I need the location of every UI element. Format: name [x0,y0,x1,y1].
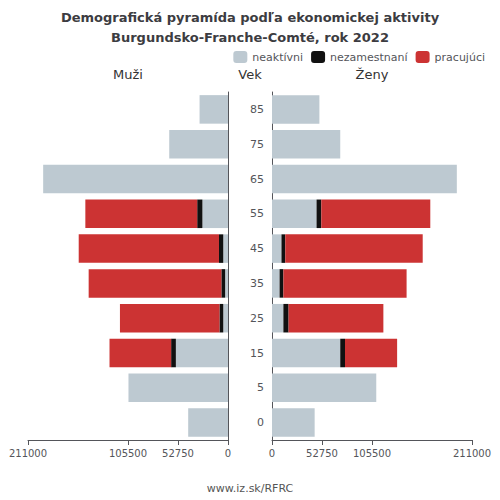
svg-text:65: 65 [250,173,264,186]
svg-text:0: 0 [269,448,275,459]
svg-text:52750: 52750 [162,448,194,459]
svg-text:85: 85 [250,103,264,116]
svg-text:211000: 211000 [453,448,491,459]
svg-text:www.iz.sk/RFRC: www.iz.sk/RFRC [207,482,294,495]
svg-text:105500: 105500 [353,448,391,459]
svg-text:52750: 52750 [306,448,338,459]
svg-text:Demografická pyramída podľa ek: Demografická pyramída podľa ekonomickej … [61,10,440,25]
svg-text:15: 15 [250,347,264,360]
svg-text:5: 5 [257,381,264,394]
svg-text:pracujúci: pracujúci [435,51,485,64]
svg-text:35: 35 [250,277,264,290]
svg-text:Ženy: Ženy [356,67,389,82]
svg-text:0: 0 [257,416,264,429]
svg-text:55: 55 [250,207,264,220]
svg-text:25: 25 [250,312,264,325]
svg-text:Vek: Vek [238,67,262,82]
svg-text:211000: 211000 [9,448,47,459]
svg-text:Muži: Muži [113,67,143,82]
svg-text:75: 75 [250,138,264,151]
svg-text:neaktívni: neaktívni [252,51,303,64]
svg-text:Burgundsko-Franche-Comté, rok: Burgundsko-Franche-Comté, rok 2022 [111,30,389,45]
svg-text:105500: 105500 [109,448,147,459]
svg-text:nezamestnaní: nezamestnaní [330,51,408,64]
svg-text:45: 45 [250,242,264,255]
svg-text:0: 0 [225,448,231,459]
